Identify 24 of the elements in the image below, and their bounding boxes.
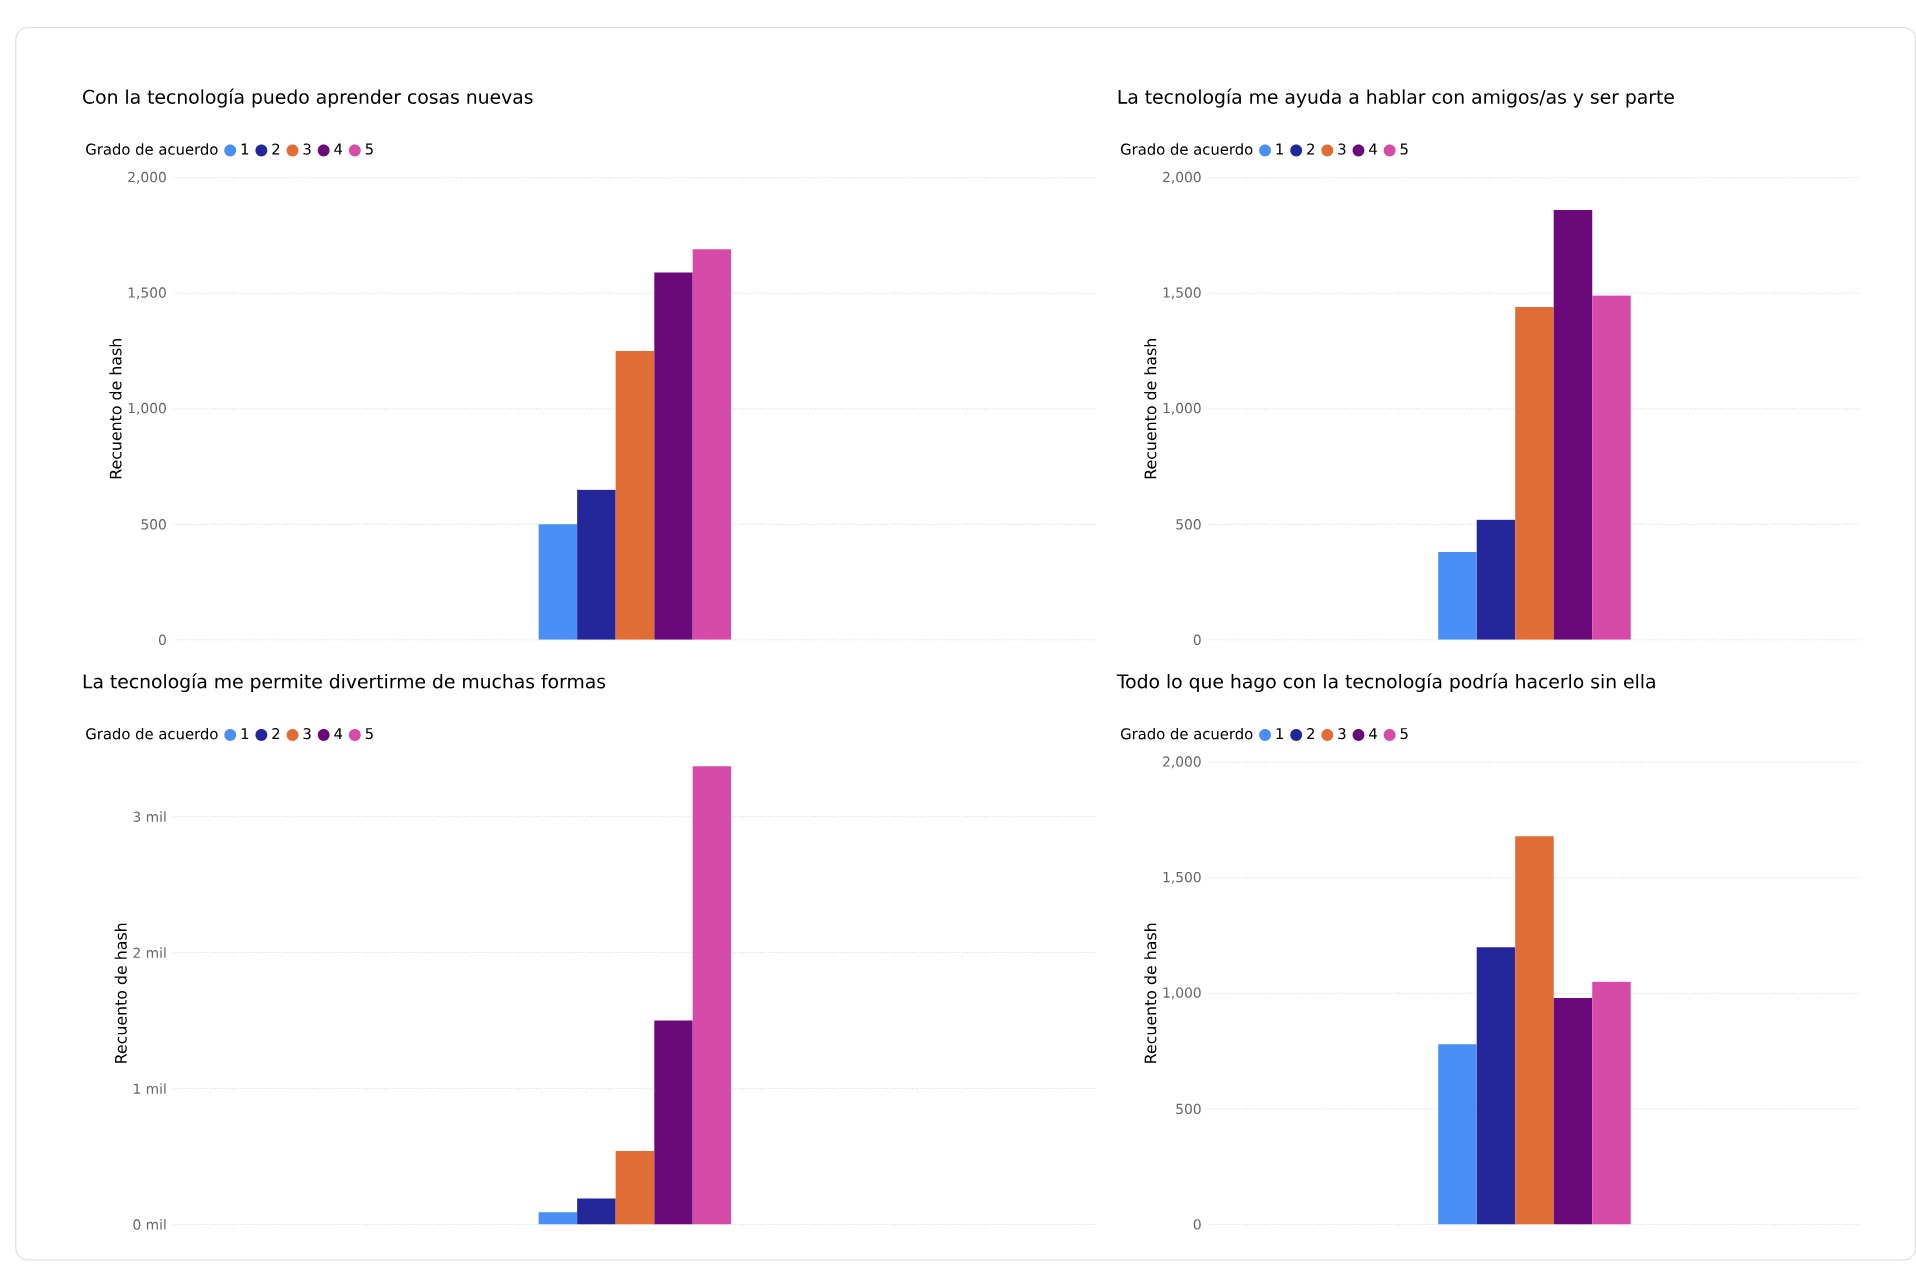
bar [1592, 295, 1631, 640]
bar [654, 272, 693, 640]
bar [577, 1198, 616, 1225]
bar [1592, 981, 1631, 1225]
bar [692, 249, 732, 640]
chart-title: La tecnología me permite divertirme de muchas formas [83, 673, 606, 693]
bar [538, 1212, 578, 1225]
bar [1438, 1044, 1477, 1225]
bar [615, 351, 655, 640]
bar [1476, 947, 1516, 1225]
bar [1515, 836, 1554, 1225]
bar [654, 1020, 693, 1225]
bar [1515, 307, 1554, 640]
bar [577, 489, 616, 640]
bar [1476, 519, 1516, 640]
bar [1553, 210, 1593, 640]
bar [1553, 998, 1593, 1225]
chart-title: Todo lo que hago con la tecnología podría hacerlo sin ella [1116, 673, 1655, 693]
bar [1438, 552, 1477, 640]
bar [692, 766, 732, 1225]
chart-title: Con la tecnología puedo aprender cosas nuevas [83, 88, 533, 108]
chart-title: La tecnología me ayuda a hablar con amigos/as y ser parte [1118, 88, 1674, 108]
bar [615, 1151, 655, 1225]
bar [538, 524, 578, 640]
